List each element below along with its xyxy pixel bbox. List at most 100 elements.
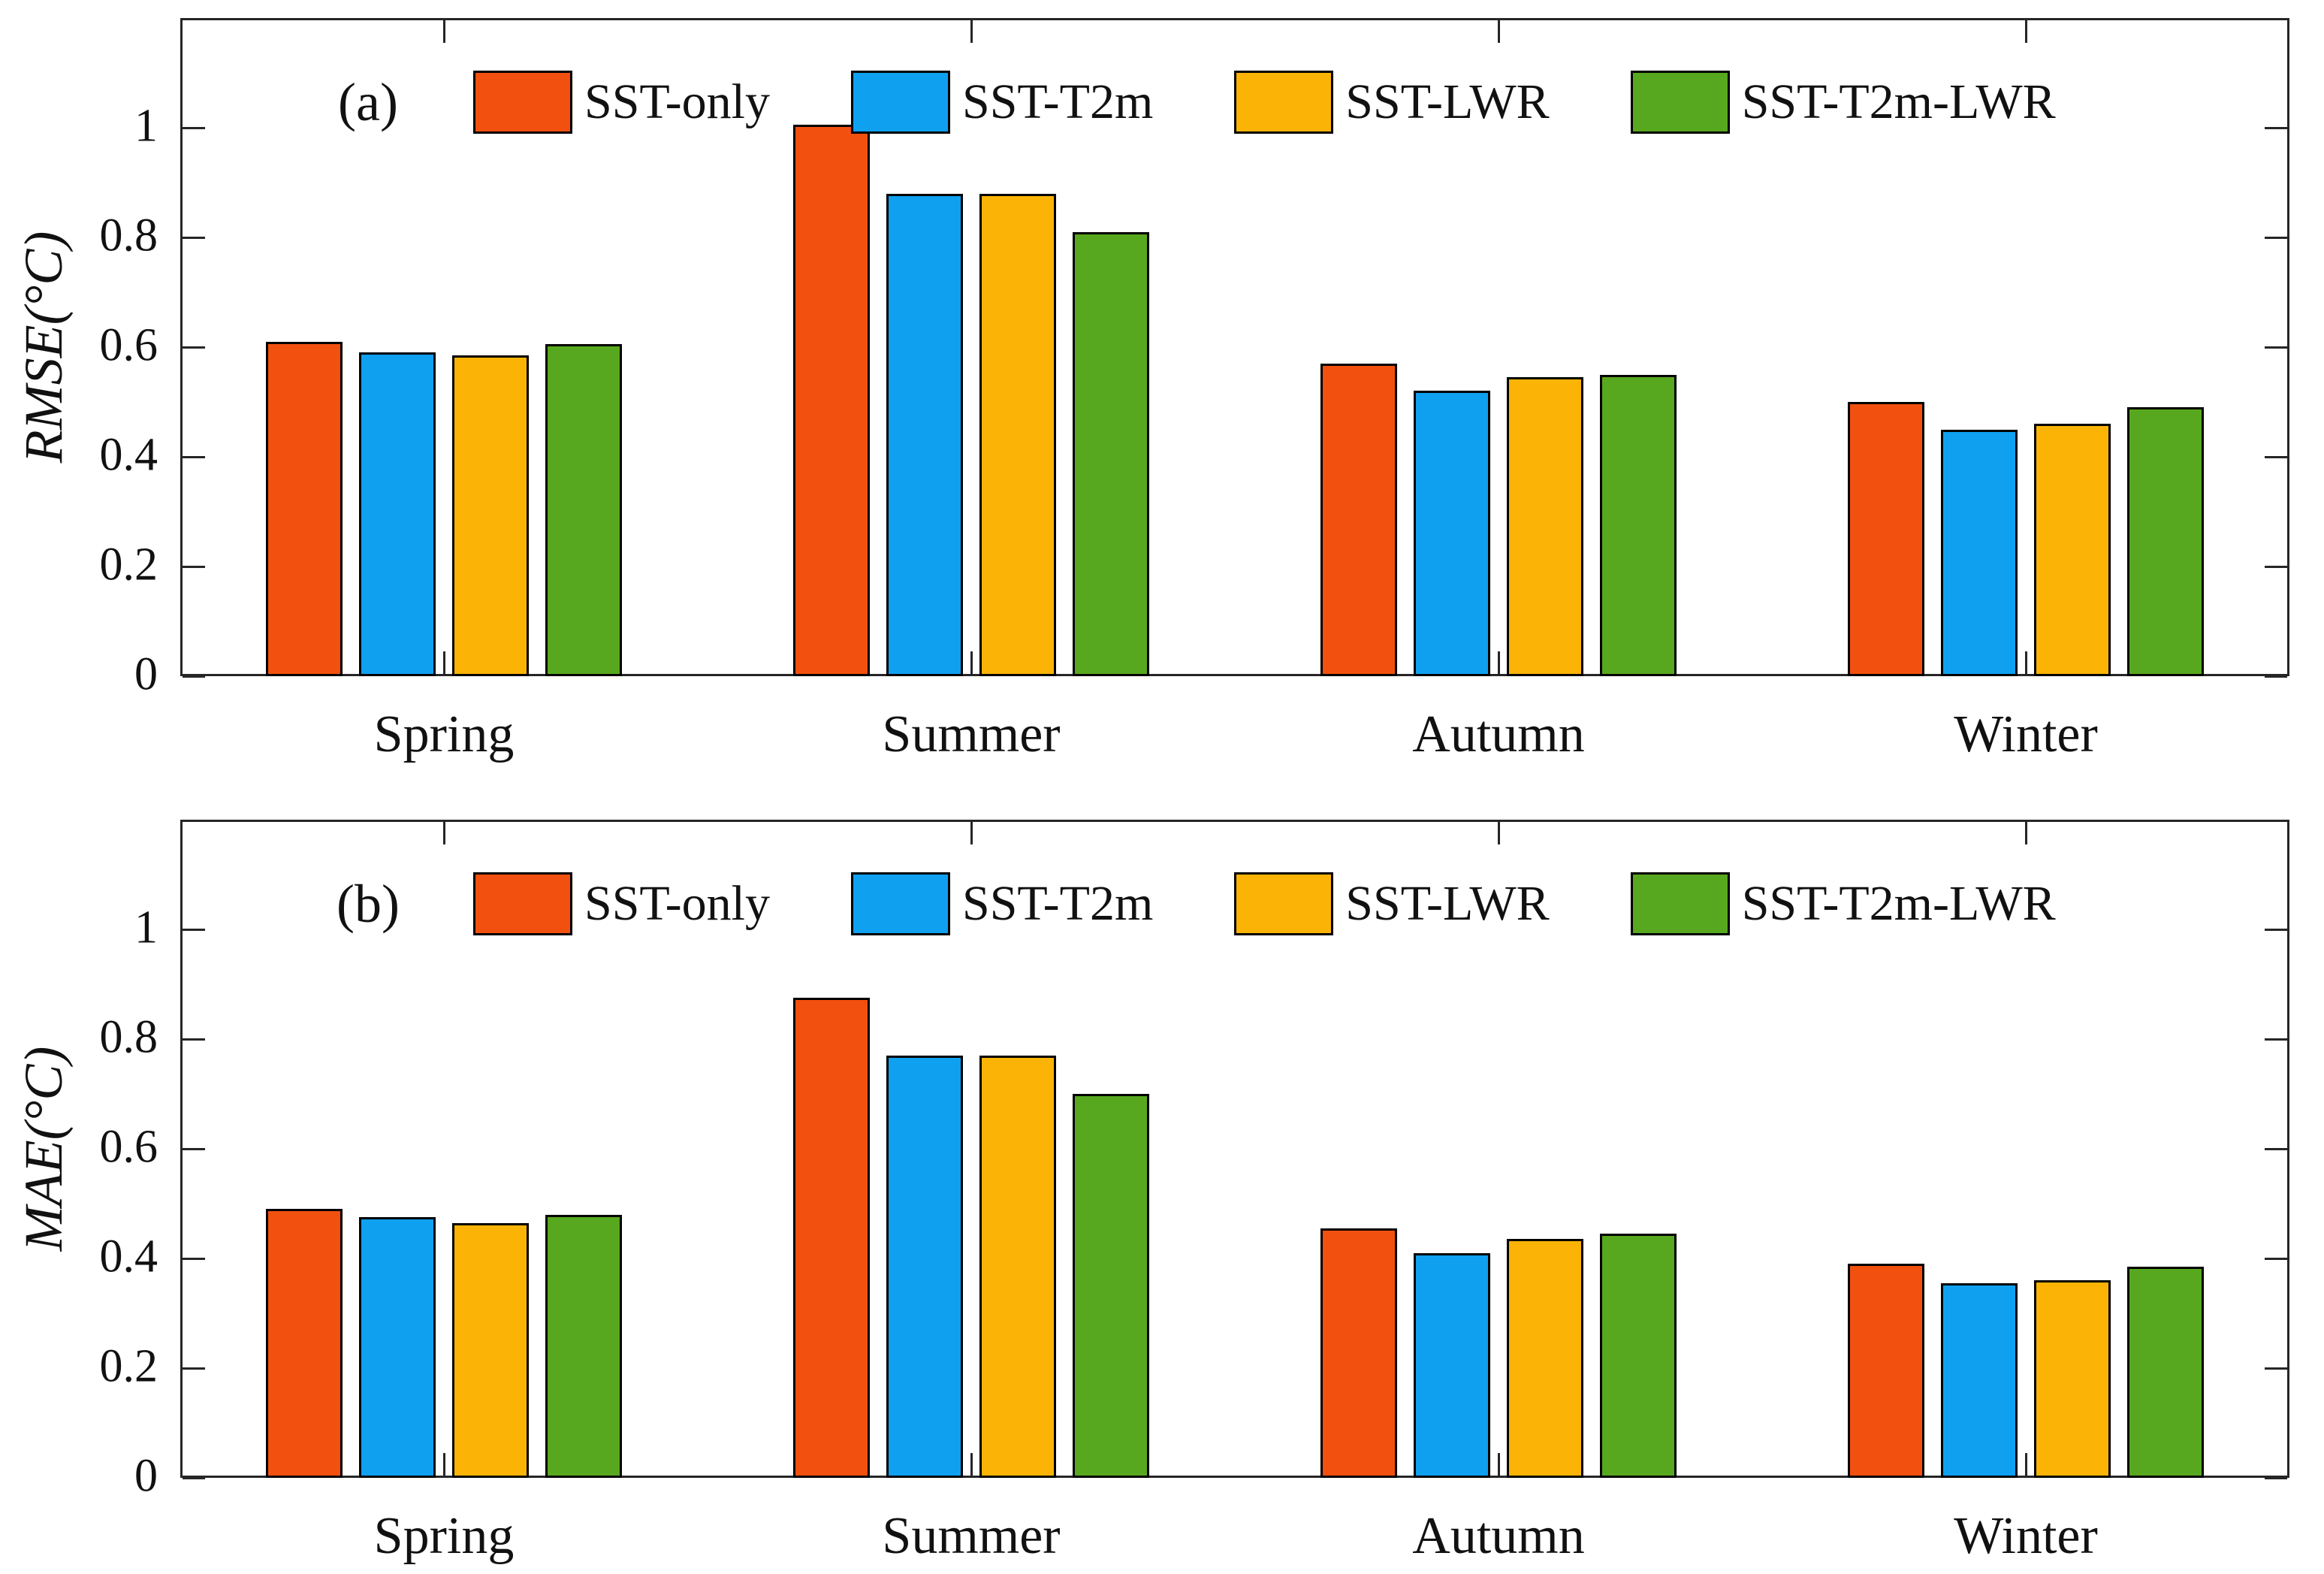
bar-spring-sst-lwr [452,355,529,676]
x-tick-bottom [2024,1453,2027,1476]
y-tick-right [2265,455,2287,458]
y-tick-left [183,236,205,239]
y-tick-right [2265,1257,2287,1260]
legend-item-sst-lwr: SST-LWR [1234,71,1630,134]
panel-label-b: (b) [337,874,400,934]
bar-autumn-sst-lwr [1507,377,1583,676]
y-tick-right [2265,1147,2287,1150]
bar-winter-sst-t2m [1941,429,2018,676]
y-tick-right [2265,126,2287,129]
legend-label-sst-t2m: SST-T2m [961,74,1154,129]
legend-label-sst-t2m-lwr: SST-T2m-LWR [1741,74,2056,129]
legend-swatch-sst-only [473,71,572,134]
x-tick-bottom [970,1453,973,1476]
bar-autumn-sst-only [1320,363,1397,676]
x-tick-top [1497,822,1500,844]
y-tick-label: 0.6 [99,1121,158,1173]
x-tick-label-spring: Spring [373,1507,515,1565]
bar-spring-sst-only [266,1209,343,1478]
x-tick-label-winter: Winter [1954,1507,2098,1565]
bar-summer-sst-t2m-lwr [1073,1094,1149,1478]
y-tick-label: 0.8 [99,210,158,261]
legend-swatch-sst-lwr [1234,872,1334,935]
x-tick-bottom [2024,651,2027,674]
bar-summer-sst-t2m [886,1055,963,1478]
y-tick-label: 1 [134,902,158,953]
legend-item-sst-lwr: SST-LWR [1234,872,1630,935]
legend: SST-only SST-T2m SST-LWR SST-T2m-LWR [473,872,2056,935]
y-tick-left [183,565,205,568]
bar-winter-sst-only [1848,1264,1924,1478]
y-tick-label: 0.2 [99,539,158,591]
bar-autumn-sst-only [1320,1228,1397,1478]
legend-swatch-sst-only [473,872,572,935]
y-tick-label: 0.4 [99,429,158,481]
legend-swatch-sst-t2m-lwr [1630,872,1730,935]
x-tick-top [970,822,973,844]
bar-summer-sst-only [793,998,870,1478]
x-tick-bottom [442,651,445,674]
legend-item-sst-t2m: SST-T2m [850,71,1234,134]
y-tick-left [183,346,205,349]
legend-swatch-sst-t2m [850,71,950,134]
legend-item-sst-only: SST-only [473,71,851,134]
y-tick-label: 1 [134,100,158,152]
bar-autumn-sst-lwr [1507,1239,1583,1478]
y-tick-left [183,1257,205,1260]
y-tick-label: 0 [134,648,158,700]
y-tick-left [183,675,205,678]
bar-winter-sst-t2m-lwr [2127,407,2204,676]
bar-summer-sst-t2m [886,193,963,676]
bar-winter-sst-t2m-lwr [2127,1266,2204,1478]
y-tick-right [2265,1367,2287,1370]
y-tick-left [183,126,205,129]
x-tick-top [442,822,445,844]
x-tick-bottom [1497,651,1500,674]
legend-label-sst-t2m: SST-T2m [961,876,1154,931]
x-tick-bottom [970,651,973,674]
x-tick-label-autumn: Autumn [1412,705,1585,763]
legend-label-sst-only: SST-only [584,74,770,129]
legend-item-sst-only: SST-only [473,872,851,935]
x-tick-label-summer: Summer [882,705,1061,763]
y-tick-left [183,455,205,458]
bar-winter-sst-lwr [2034,1280,2111,1478]
y-axis-label-rmse-c: RMSE(°C) [14,231,74,464]
bar-spring-sst-t2m [359,352,436,676]
legend: SST-only SST-T2m SST-LWR SST-T2m-LWR [473,71,2056,134]
bar-spring-sst-t2m-lwr [545,1214,622,1478]
y-tick-label: 0.6 [99,319,158,371]
y-tick-left [183,928,205,931]
bar-summer-sst-only [793,125,870,676]
bar-summer-sst-lwr [979,193,1056,676]
bar-autumn-sst-t2m-lwr [1600,374,1677,676]
panel-label-a: (a) [338,72,398,132]
y-tick-left [183,1367,205,1370]
bar-spring-sst-lwr [452,1222,529,1478]
x-tick-top [970,20,973,43]
bar-spring-sst-t2m [359,1217,436,1478]
legend-label-sst-lwr: SST-LWR [1345,876,1550,931]
bar-autumn-sst-t2m [1414,391,1490,676]
legend-swatch-sst-lwr [1234,71,1334,134]
x-tick-label-winter: Winter [1954,705,2098,763]
legend-swatch-sst-t2m [850,872,950,935]
y-axis-label-mae-c: MAE(°C) [14,1046,74,1252]
x-tick-bottom [442,1453,445,1476]
y-tick-right [2265,1476,2287,1479]
y-tick-right [2265,1038,2287,1041]
bar-summer-sst-t2m-lwr [1073,231,1149,676]
y-tick-right [2265,928,2287,931]
legend-item-sst-t2m-lwr: SST-T2m-LWR [1630,71,2056,134]
bar-spring-sst-t2m-lwr [545,344,622,676]
y-tick-right [2265,565,2287,568]
legend-label-sst-lwr: SST-LWR [1345,74,1550,129]
x-tick-top [1497,20,1500,43]
x-tick-bottom [1497,1453,1500,1476]
legend-label-sst-t2m-lwr: SST-T2m-LWR [1741,876,2056,931]
x-tick-label-autumn: Autumn [1412,1507,1585,1565]
legend-item-sst-t2m-lwr: SST-T2m-LWR [1630,872,2056,935]
bar-summer-sst-lwr [979,1055,1056,1478]
y-tick-right [2265,236,2287,239]
